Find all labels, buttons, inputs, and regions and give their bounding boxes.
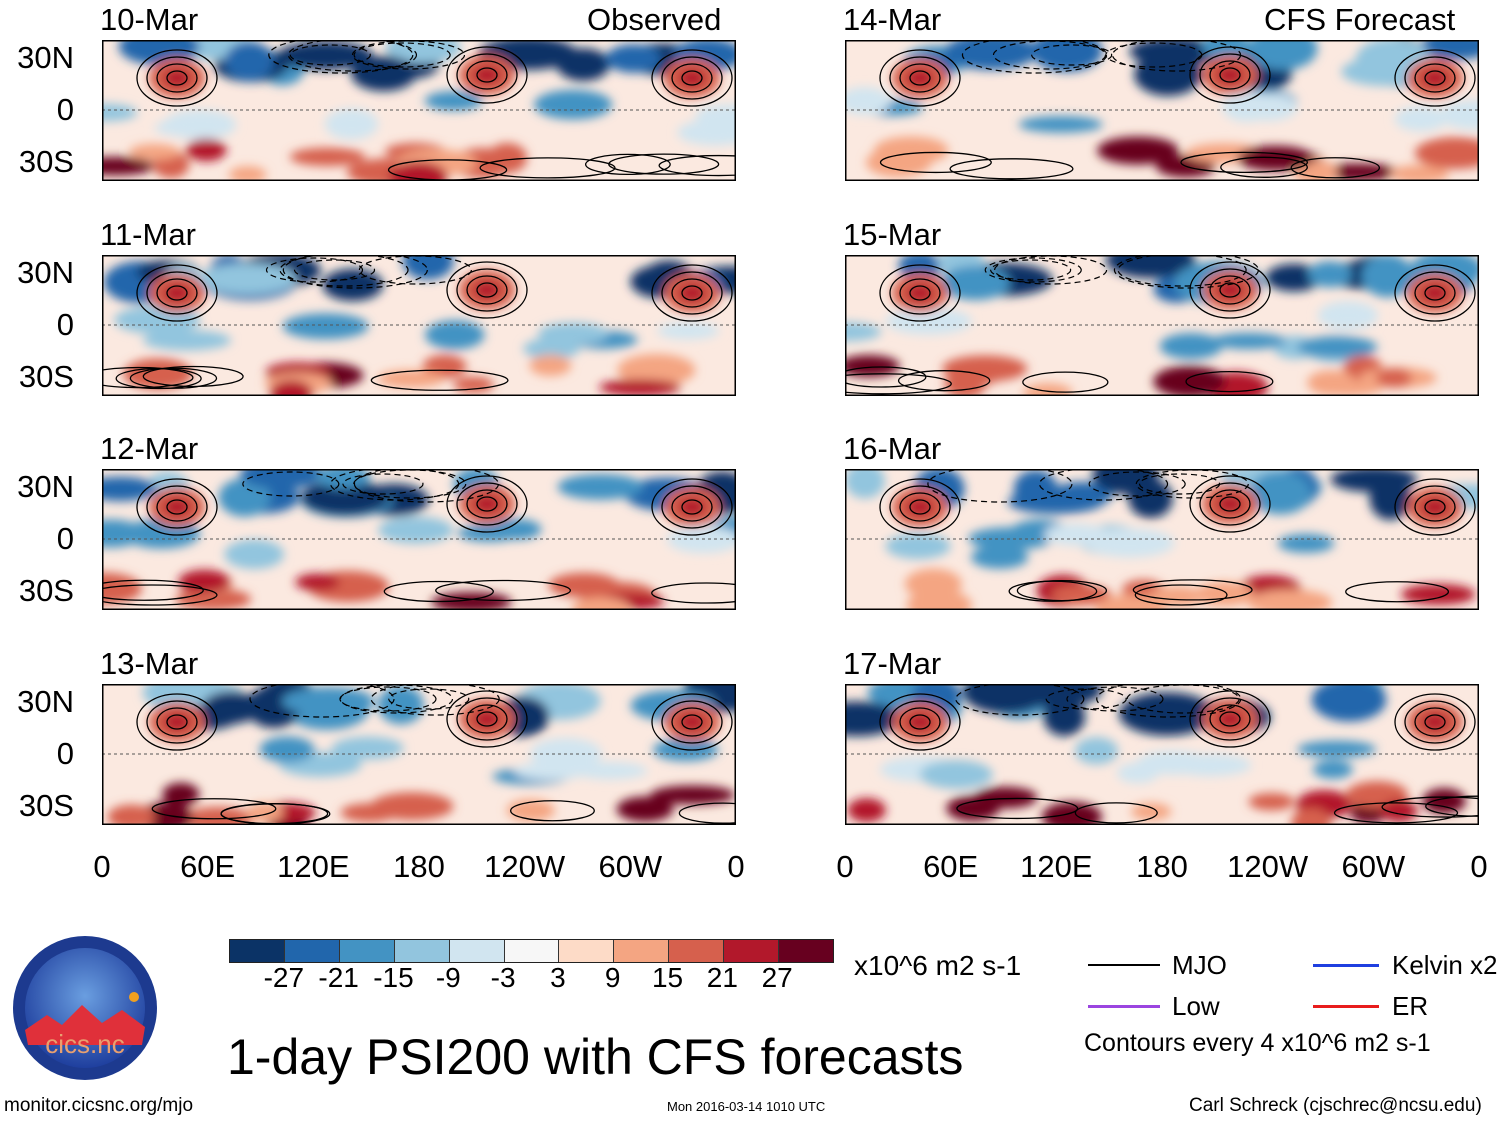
colorbar-cell <box>559 940 615 962</box>
lon-label: 120W <box>484 849 566 884</box>
footer-url[interactable]: monitor.cicsnc.org/mjo <box>4 1095 194 1116</box>
lon-label: 0 <box>727 849 745 884</box>
colorbar-label: 21 <box>706 962 738 993</box>
colorbar-label: 3 <box>550 962 566 993</box>
kelvin-line <box>1313 964 1379 967</box>
lon-label: 180 <box>1136 849 1188 884</box>
lon-label: 60W <box>1341 849 1406 884</box>
colorbar-label: 9 <box>604 962 621 993</box>
colorbar-label: -21 <box>318 962 359 993</box>
footer-author: Carl Schreck (cjschrec@ncsu.edu) <box>1189 1095 1482 1116</box>
panel-date: 13-Mar <box>100 646 199 681</box>
observed-label: Observed <box>587 2 722 37</box>
low-line <box>1088 1005 1160 1008</box>
lat-label: 30N <box>17 469 74 504</box>
lon-label: 120W <box>1227 849 1309 884</box>
legend-mjo: MJO <box>1172 950 1227 980</box>
colorbar-cell <box>724 940 780 962</box>
psi200-map <box>102 469 736 610</box>
lon-label: 60E <box>923 849 979 884</box>
lat-label: 0 <box>56 307 74 342</box>
lat-label: 30N <box>17 255 74 290</box>
mjo-line <box>1088 964 1160 966</box>
psi200-map <box>845 684 1479 825</box>
colorbar-cell <box>284 940 340 962</box>
psi200-map <box>102 40 736 181</box>
colorbar-label: -15 <box>373 962 414 993</box>
lat-label: 30N <box>17 40 74 75</box>
colorbar-cell <box>614 940 670 962</box>
lon-label: 120E <box>1020 849 1093 884</box>
svg-text:cics.nc: cics.nc <box>45 1029 124 1059</box>
colorbar-cell <box>504 940 560 962</box>
cics-logo: cics.nc <box>12 935 158 1081</box>
panel-date: 15-Mar <box>843 217 942 252</box>
lon-label: 180 <box>393 849 445 884</box>
panel-date: 17-Mar <box>843 646 942 681</box>
colorbar-cell <box>230 940 285 962</box>
colorbar-cell <box>449 940 505 962</box>
panel-date: 10-Mar <box>100 2 199 37</box>
panel-date: 11-Mar <box>100 217 196 252</box>
psi200-map <box>845 255 1479 396</box>
colorbar-label: 27 <box>761 962 793 993</box>
lon-label: 0 <box>836 849 854 884</box>
colorbar-units: x10^6 m2 s-1 <box>854 950 1022 981</box>
cfs-forecast-label: CFS Forecast <box>1264 2 1456 37</box>
lon-label: 120E <box>277 849 350 884</box>
lon-label: 0 <box>1470 849 1488 884</box>
colorbar-cell <box>779 940 833 962</box>
panel-date: 12-Mar <box>100 431 199 466</box>
psi200-map <box>102 684 736 825</box>
colorbar-label: -3 <box>490 962 516 993</box>
panel-date: 16-Mar <box>843 431 942 466</box>
colorbar-label: 15 <box>651 962 684 993</box>
psi200-map <box>845 469 1479 610</box>
lat-label: 30S <box>18 144 74 179</box>
colorbar-cell <box>669 940 725 962</box>
footer-timestamp: Mon 2016-03-14 1010 UTC <box>667 1099 826 1114</box>
psi200-map <box>845 40 1479 181</box>
lat-label: 30S <box>18 359 74 394</box>
legend-low: Low <box>1172 991 1220 1021</box>
lat-label: 0 <box>56 521 74 556</box>
legend-kelvin: Kelvin x2 <box>1392 950 1498 980</box>
lat-label: 30S <box>18 788 74 823</box>
colorbar-cell <box>339 940 395 962</box>
panel-date: 14-Mar <box>843 2 942 37</box>
colorbar-label: -27 <box>263 962 305 993</box>
er-line <box>1313 1005 1379 1008</box>
lat-label: 0 <box>56 92 74 127</box>
contour-note: Contours every 4 x10^6 m2 s-1 <box>1084 1029 1431 1057</box>
figure-title: 1-day PSI200 with CFS forecasts <box>227 1029 964 1085</box>
lon-label: 0 <box>93 849 111 884</box>
lat-label: 30N <box>17 684 74 719</box>
lat-label: 30S <box>18 573 74 608</box>
legend-er: ER <box>1392 991 1429 1021</box>
colorbar-cell <box>394 940 450 962</box>
colorbar-label: -9 <box>435 962 461 993</box>
colorbar <box>229 939 834 963</box>
lon-label: 60E <box>180 849 236 884</box>
lon-label: 60W <box>598 849 663 884</box>
lat-label: 0 <box>56 736 74 771</box>
psi200-map <box>102 255 736 396</box>
